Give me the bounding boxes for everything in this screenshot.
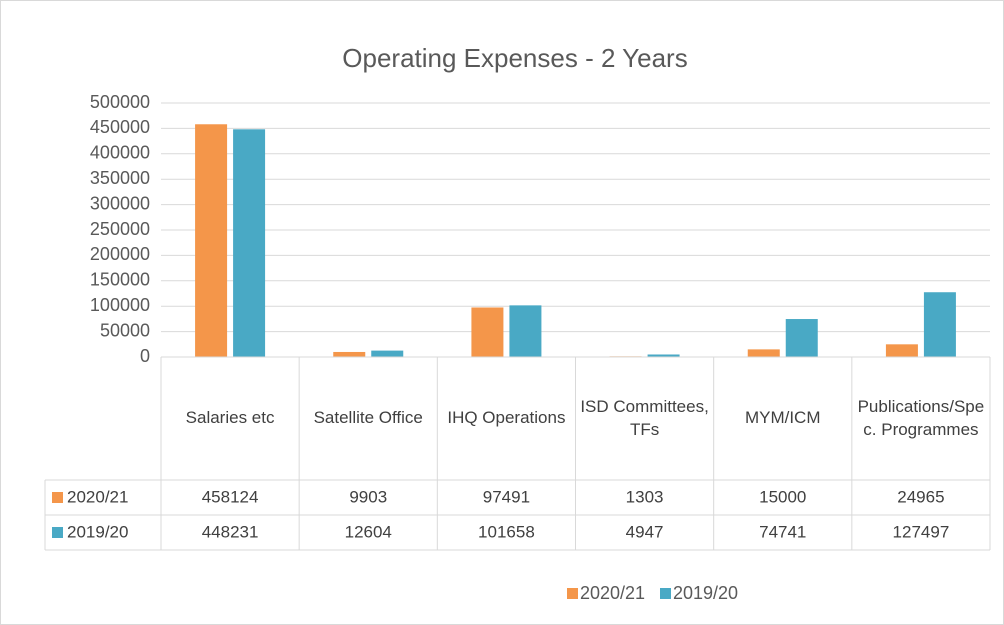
category-label: Satellite Office <box>313 408 423 428</box>
table-value: 97491 <box>483 487 530 506</box>
bar <box>371 350 404 357</box>
y-tick-label: 200000 <box>90 244 150 264</box>
category-label-box: ISD Committees, TFs <box>580 396 709 439</box>
y-tick-label: 300000 <box>90 193 150 213</box>
category-label-box: MYM/ICM <box>744 408 821 428</box>
category-label-box: Salaries etc <box>185 408 275 428</box>
bar <box>195 124 228 357</box>
bar <box>885 344 918 357</box>
y-tick-label: 100000 <box>90 295 150 315</box>
table-value: 1303 <box>626 487 664 506</box>
y-tick-label: 150000 <box>90 270 150 290</box>
table-value: 127497 <box>893 522 950 541</box>
bar <box>509 305 542 357</box>
category-label: Publications/Spec. Programmes <box>857 396 985 439</box>
bar <box>785 319 818 357</box>
table-value: 458124 <box>202 487 259 506</box>
table-value: 101658 <box>478 522 535 541</box>
category-label-box: IHQ Operations <box>447 408 566 428</box>
y-tick-label: 500000 <box>90 92 150 112</box>
table-legend-key <box>52 527 63 538</box>
category-label-box: Satellite Office <box>313 408 423 428</box>
y-tick-label: 0 <box>140 346 150 366</box>
bar <box>923 292 956 357</box>
table-value: 12604 <box>345 522 392 541</box>
bar <box>471 307 504 357</box>
category-label-box: Publications/Spec. Programmes <box>857 396 985 439</box>
category-label: ISD Committees, TFs <box>580 396 709 439</box>
table-legend-key <box>52 492 63 503</box>
y-tick-label: 400000 <box>90 143 150 163</box>
bar <box>647 354 680 357</box>
bar <box>233 129 266 357</box>
bar <box>747 349 780 357</box>
table-series-name: 2019/20 <box>67 522 128 541</box>
y-tick-label: 250000 <box>90 219 150 239</box>
chart-title: Operating Expenses - 2 Years <box>342 43 687 73</box>
legend-key <box>567 588 578 599</box>
y-tick-label: 350000 <box>90 168 150 188</box>
table-value: 448231 <box>202 522 259 541</box>
legend-label: 2020/21 <box>580 583 645 603</box>
bar <box>333 351 366 357</box>
category-label: Salaries etc <box>185 408 275 428</box>
table-series-name: 2020/21 <box>67 487 128 506</box>
table-value: 9903 <box>349 487 387 506</box>
table-value: 74741 <box>759 522 806 541</box>
y-tick-label: 50000 <box>100 320 150 340</box>
category-label: IHQ Operations <box>447 408 566 428</box>
table-value: 15000 <box>759 487 806 506</box>
table-value: 4947 <box>626 522 664 541</box>
category-label: MYM/ICM <box>744 408 821 428</box>
legend-label: 2019/20 <box>673 583 738 603</box>
table-value: 24965 <box>897 487 944 506</box>
y-tick-label: 450000 <box>90 117 150 137</box>
legend-key <box>660 588 671 599</box>
